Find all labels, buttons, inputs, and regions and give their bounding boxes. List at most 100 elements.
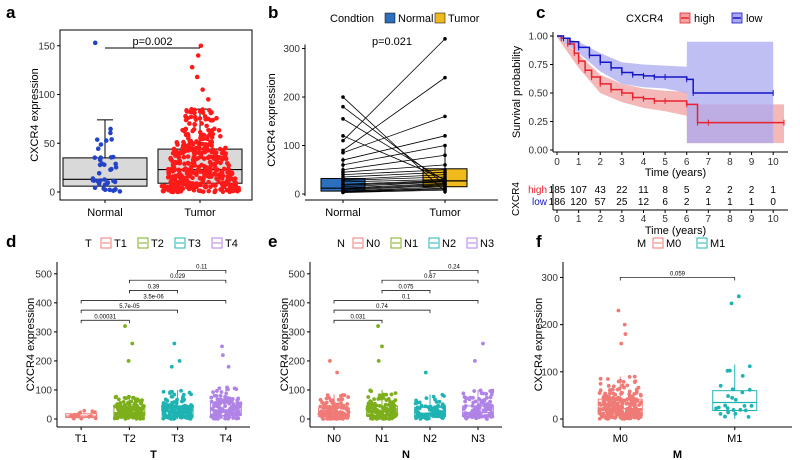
data-point bbox=[181, 154, 187, 160]
data-point bbox=[141, 412, 145, 417]
x-axis-title: N bbox=[402, 449, 410, 460]
outlier-point bbox=[172, 341, 177, 346]
data-point bbox=[339, 397, 344, 402]
data-point bbox=[206, 188, 212, 194]
data-point bbox=[166, 170, 171, 175]
data-point bbox=[620, 409, 625, 414]
data-point bbox=[215, 167, 220, 173]
data-point bbox=[219, 390, 224, 394]
data-point bbox=[170, 189, 176, 195]
pair-point bbox=[341, 190, 345, 195]
data-point bbox=[625, 383, 630, 388]
y-axis-title: CXCR4 expression bbox=[29, 68, 41, 162]
comparison-bracket bbox=[429, 269, 479, 274]
data-point bbox=[621, 379, 626, 384]
data-point bbox=[417, 400, 422, 405]
data-point bbox=[336, 397, 341, 402]
data-point bbox=[235, 406, 240, 411]
y-tick-label: 100 bbox=[283, 141, 300, 152]
data-point bbox=[230, 398, 234, 403]
comparison-p-value: 0.075 bbox=[398, 284, 414, 290]
data-point bbox=[393, 398, 398, 403]
comparison-bracket bbox=[129, 290, 178, 294]
x-axis-title: T bbox=[150, 449, 157, 460]
pair-line bbox=[342, 154, 446, 171]
data-point bbox=[189, 107, 194, 112]
x-tick-label: Normal bbox=[87, 207, 122, 219]
panel-e: 0 100 200 300 400 500 CXCR4 expression N0 N1 N2 N3… bbox=[279, 237, 502, 460]
plot-frame bbox=[59, 29, 253, 201]
data-point bbox=[601, 399, 606, 404]
data-point bbox=[195, 155, 201, 161]
data-point bbox=[608, 388, 613, 393]
data-point bbox=[161, 389, 166, 394]
data-point bbox=[369, 400, 374, 405]
outlier-point bbox=[328, 359, 332, 363]
data-point bbox=[219, 150, 225, 156]
data-point bbox=[200, 179, 206, 185]
data-point bbox=[216, 128, 222, 133]
data-point bbox=[227, 172, 233, 178]
data-point bbox=[482, 397, 487, 402]
box-N1 bbox=[366, 405, 398, 417]
data-point bbox=[131, 395, 135, 400]
x-tick-label: N0 bbox=[327, 433, 341, 445]
data-point bbox=[204, 136, 210, 142]
data-point bbox=[170, 401, 175, 406]
panel-b: 0 100 200 300 CXCR4 expression Condtion Normal… bbox=[266, 12, 498, 219]
pair-line bbox=[342, 183, 446, 190]
data-point bbox=[616, 379, 621, 384]
legend-label: T4 bbox=[225, 238, 238, 250]
risk-count: 57 bbox=[595, 197, 607, 208]
data-point bbox=[440, 392, 445, 397]
risk-count: 2 bbox=[749, 185, 755, 196]
panel-letter-e: e bbox=[268, 232, 277, 251]
x-tick-label: N2 bbox=[423, 433, 437, 445]
data-point bbox=[597, 391, 602, 395]
data-point bbox=[718, 411, 723, 416]
data-point bbox=[172, 176, 178, 181]
data-point bbox=[218, 134, 223, 139]
data-point bbox=[635, 399, 640, 403]
data-point bbox=[345, 402, 350, 406]
data-point bbox=[202, 147, 208, 153]
risk-count: 12 bbox=[638, 197, 650, 208]
panel-d: 0 100 200 300 400 500 CXCR4 expression T1 T2 T3 T4… bbox=[25, 237, 250, 460]
data-point bbox=[170, 169, 176, 174]
data-point bbox=[188, 139, 193, 145]
risk-count: 107 bbox=[570, 185, 587, 196]
pair-point bbox=[341, 158, 345, 162]
legend-title: N bbox=[337, 238, 345, 250]
data-point bbox=[92, 155, 98, 160]
x-tick-label: M0 bbox=[613, 433, 628, 445]
data-point bbox=[223, 404, 228, 408]
data-point bbox=[179, 406, 184, 411]
data-point bbox=[384, 392, 389, 397]
data-point bbox=[383, 406, 387, 411]
y-axis-title: CXCR4 expression bbox=[266, 73, 278, 167]
data-point bbox=[184, 108, 189, 113]
data-point bbox=[172, 150, 178, 155]
data-point bbox=[201, 170, 207, 175]
data-point bbox=[161, 407, 165, 412]
data-point bbox=[168, 179, 174, 184]
legend-key-Normal bbox=[384, 12, 396, 24]
y-tick-label: 200 bbox=[35, 356, 52, 367]
data-point bbox=[183, 126, 189, 132]
data-point bbox=[179, 388, 183, 393]
box-N0 bbox=[318, 407, 350, 418]
outlier-point bbox=[205, 97, 211, 102]
data-point bbox=[725, 406, 730, 411]
data-point bbox=[212, 403, 216, 407]
y-axis-title: CXCR4 expression bbox=[279, 298, 291, 392]
data-point bbox=[376, 415, 381, 420]
data-point bbox=[170, 394, 175, 399]
data-point bbox=[175, 189, 181, 195]
pair-point bbox=[341, 134, 345, 138]
data-point bbox=[202, 114, 208, 119]
data-point bbox=[414, 398, 418, 403]
outlier-point bbox=[194, 74, 200, 80]
outlier-point bbox=[473, 359, 477, 363]
data-point bbox=[326, 416, 331, 421]
data-point bbox=[115, 415, 120, 420]
